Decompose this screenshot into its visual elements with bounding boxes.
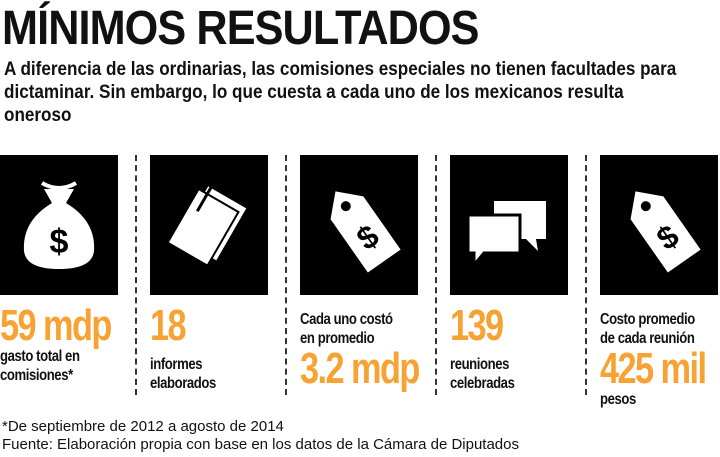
stat-value: 18 (150, 301, 187, 350)
stat-label: comisiones* (0, 367, 73, 384)
stat-label: Cada uno costó (300, 311, 393, 328)
stat-total-spend: 59 mdp gasto total en comisiones* (0, 301, 140, 385)
subtitle: A diferencia de las ordinarias, las comi… (4, 59, 677, 126)
stat-label: informes (150, 356, 203, 373)
money-bag-icon: $ (0, 155, 118, 295)
svg-text:$: $ (50, 223, 69, 261)
price-tag-icon: $ (600, 155, 718, 295)
stat-value: 59 mdp (0, 301, 112, 350)
stat-meetings: 139 reuniones celebradas (450, 301, 590, 393)
divider (135, 155, 137, 395)
speech-bubbles-icon (450, 155, 568, 295)
divider (435, 155, 437, 395)
documents-icon (150, 155, 268, 295)
divider (285, 155, 287, 395)
price-tag-icon: $ (300, 155, 418, 295)
stat-label: de cada reunión (600, 330, 695, 347)
stat-value: 139 (450, 301, 504, 350)
stat-label: reuniones (450, 356, 510, 373)
stat-cost-per-commission: Cada uno costó en promedio 3.2 mdp (300, 310, 440, 393)
stat-label: pesos (600, 391, 636, 408)
stat-label: en promedio (300, 330, 375, 347)
footnote: *De septiembre de 2012 a agosto de 2014 (2, 418, 284, 435)
stat-cost-per-meeting: Costo promedio de cada reunión 425 mil p… (600, 310, 720, 409)
stat-label: Costo promedio (600, 311, 695, 328)
stat-label: elaborados (150, 375, 216, 392)
source: Fuente: Elaboración propia con base en l… (2, 436, 519, 453)
stat-value: 3.2 mdp (300, 344, 420, 393)
stat-reports: 18 informes elaborados (150, 301, 290, 393)
stat-label: celebradas (450, 375, 515, 392)
stat-value: 425 mil (600, 344, 707, 393)
title: MÍNIMOS RESULTADOS (2, 2, 479, 55)
stat-label: gasto total en (0, 348, 80, 365)
divider (585, 155, 587, 395)
